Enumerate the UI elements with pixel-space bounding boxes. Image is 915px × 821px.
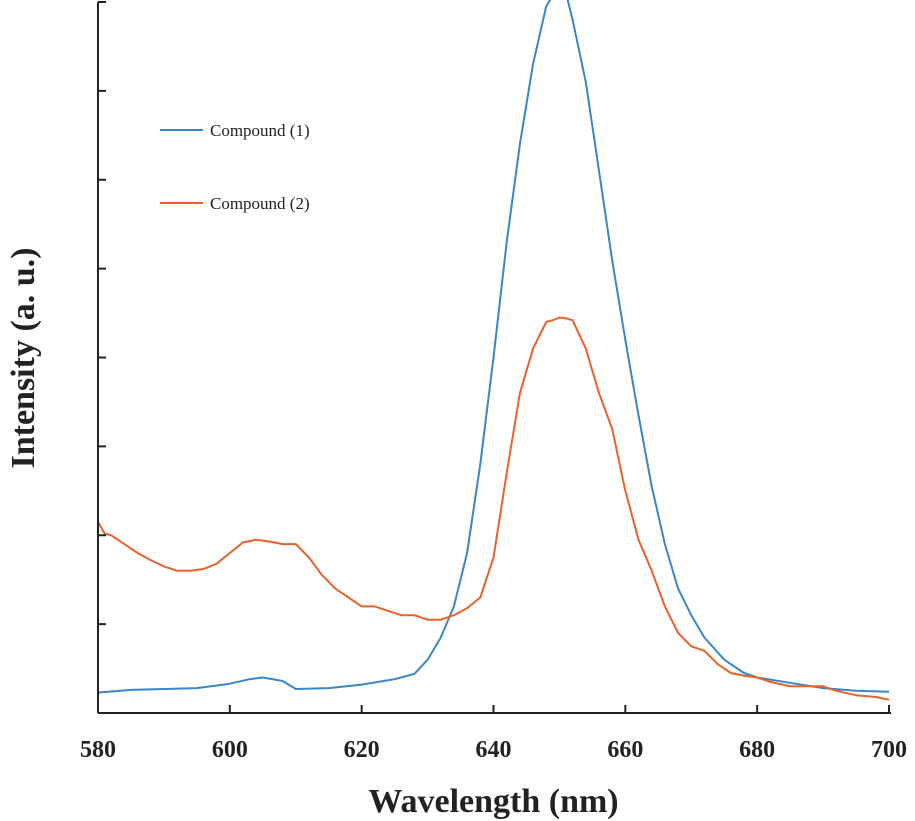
x-axis-title: Wavelength (nm) xyxy=(368,783,618,820)
x-tick-label: 700 xyxy=(871,737,907,763)
x-tick-label: 600 xyxy=(212,737,248,763)
y-axis-title: Intensity (a. u.) xyxy=(5,247,42,468)
legend-label: Compound (1) xyxy=(210,121,310,140)
legend-label: Compound (2) xyxy=(210,194,310,213)
legend: Compound (1) Compound (2) xyxy=(160,121,310,213)
x-tick-label: 580 xyxy=(80,737,116,763)
series-line-compound-1 xyxy=(97,0,890,694)
x-tick-label: 660 xyxy=(607,737,643,763)
x-tick-label: 680 xyxy=(739,737,775,763)
series-layer xyxy=(97,0,890,701)
x-tick-label: 620 xyxy=(344,737,380,763)
y-axis-ticks xyxy=(98,1,106,714)
plot-area: 580 600 620 640 660 680 700 xyxy=(80,0,907,763)
x-tick-label: 640 xyxy=(476,737,512,763)
series-line-compound-2 xyxy=(97,316,890,701)
x-axis-ticks: 580 600 620 640 660 680 700 xyxy=(80,705,907,763)
